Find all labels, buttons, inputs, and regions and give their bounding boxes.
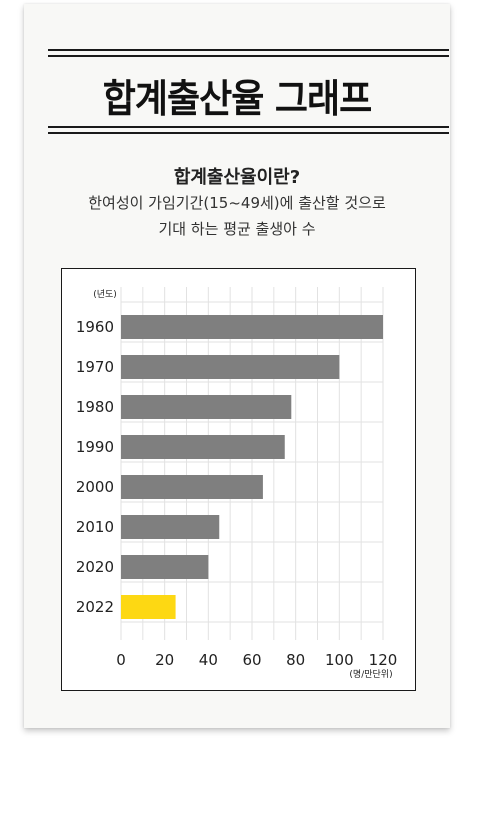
- bar-1990: [121, 435, 285, 459]
- y-tick-label: 2010: [76, 518, 114, 536]
- infographic-card: 합계출산율 그래프 합계출산율이란? 한여성이 가임기간(15~49세)에 출산…: [24, 4, 450, 728]
- x-tick-label: 80: [286, 651, 305, 669]
- y-tick-label: 2000: [76, 478, 114, 496]
- y-tick-label: 1990: [76, 438, 114, 456]
- bar-1970: [121, 355, 340, 379]
- y-unit-label: (년도): [93, 289, 117, 300]
- bar-2020: [121, 555, 209, 579]
- bottom-rule-inner: [48, 126, 449, 128]
- top-rule: [48, 49, 449, 51]
- x-tick-label: 100: [325, 651, 354, 669]
- top-rule-inner: [48, 55, 449, 57]
- bar-2010: [121, 515, 220, 539]
- subtitle: 합계출산율이란?: [173, 167, 301, 188]
- bar-2000: [121, 475, 263, 499]
- y-tick-label: 1970: [76, 358, 114, 376]
- description-line-2: 기대 하는 평균 출생아 수: [158, 220, 316, 238]
- bar-2022: [121, 595, 176, 619]
- bottom-rule: [48, 132, 449, 134]
- x-tick-label: 60: [242, 651, 261, 669]
- bar-1960: [121, 315, 383, 339]
- y-tick-label: 1980: [76, 398, 114, 416]
- page-title: 합계출산율 그래프: [102, 77, 373, 122]
- bar-chart: 1960 1970 1980 1990 2000 2010 2020 2022 0 20 40 60…: [76, 287, 398, 680]
- y-tick-label: 2022: [76, 598, 114, 616]
- y-tick-label: 2020: [76, 558, 114, 576]
- bar-1980: [121, 395, 292, 419]
- x-unit-label: (명/만단위): [349, 669, 392, 680]
- x-tick-label: 120: [369, 651, 398, 669]
- y-tick-label: 1960: [76, 318, 114, 336]
- x-tick-label: 40: [199, 651, 218, 669]
- x-tick-label: 0: [116, 651, 126, 669]
- x-tick-label: 20: [155, 651, 174, 669]
- description-line-1: 한여성이 가임기간(15~49세)에 출산할 것으로: [88, 194, 386, 212]
- chart-frame: 1960 1970 1980 1990 2000 2010 2020 2022 0 20 40 60…: [61, 268, 416, 691]
